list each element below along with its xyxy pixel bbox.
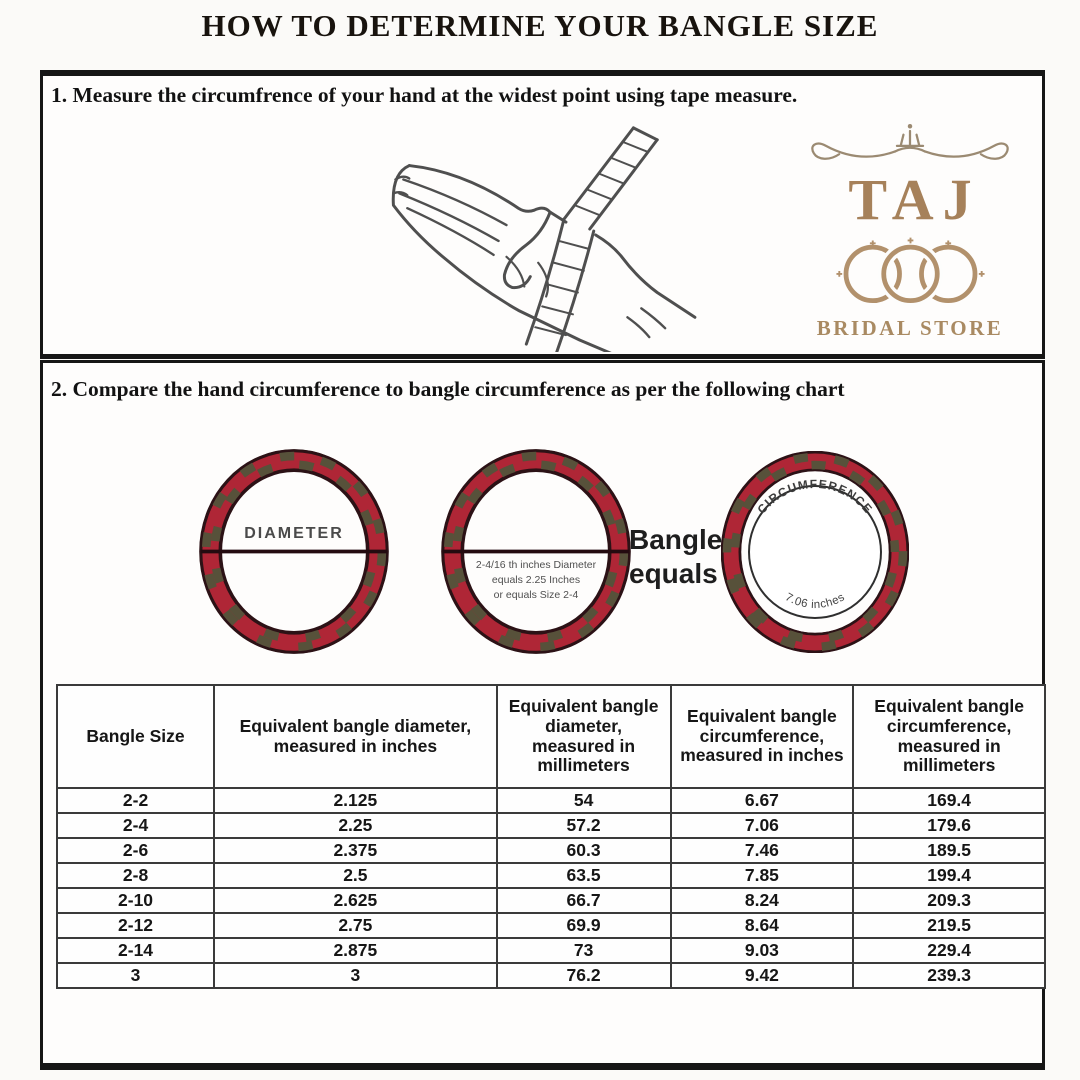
tape-measure-band	[524, 217, 596, 352]
step2-text: 2. Compare the hand circumference to ban…	[51, 377, 845, 401]
bangle-example-note: 2-4/16 th inches Diameter equals 2.25 In…	[475, 559, 597, 602]
bangle-ring-graphic: CIRCUMFERENCE 7.06 inches	[721, 451, 909, 653]
table-row: 2-8 2.5 63.5 7.85 199.4	[55, 862, 1046, 889]
table-cell: 2-12	[55, 912, 216, 939]
table-row: 3 3 76.2 9.42 239.3	[55, 962, 1046, 989]
bangle-ring-graphic	[441, 449, 631, 654]
table-cell: 2.375	[213, 837, 498, 864]
step1-section: 1. Measure the circumfrence of your hand…	[40, 70, 1045, 359]
table-header-row: Bangle Size Equivalent bangle diameter, …	[55, 684, 1046, 789]
bangle-circumference-diagram: CIRCUMFERENCE 7.06 inches	[721, 451, 909, 653]
table-cell: 2-8	[55, 862, 216, 889]
table-cell: 2-6	[55, 837, 216, 864]
table-cell: 209.3	[852, 887, 1046, 914]
table-cell: 2-10	[55, 887, 216, 914]
table-row: 2-14 2.875 73 9.03 229.4	[55, 937, 1046, 964]
table-cell: 57.2	[495, 812, 672, 839]
bangle-diameter-diagram: DIAMETER	[199, 445, 389, 659]
logo-rings-icon	[835, 237, 985, 307]
column-header: Equivalent bangle diameter, measured in …	[495, 684, 672, 789]
step1-text: 1. Measure the circumfrence of your hand…	[51, 83, 798, 107]
brand-name: TAJ	[848, 167, 981, 232]
table-cell: 8.64	[669, 912, 855, 939]
table-row: 2-12 2.75 69.9 8.64 219.5	[55, 912, 1046, 939]
table-cell: 66.7	[495, 887, 672, 914]
table-row: 2-6 2.375 60.3 7.46 189.5	[55, 837, 1046, 864]
table-row: 2-2 2.125 54 6.67 169.4	[55, 787, 1046, 814]
tape-measure-tail	[562, 126, 659, 231]
table-cell: 2.625	[213, 887, 498, 914]
column-header: Equivalent bangle circumference, measure…	[852, 684, 1046, 789]
table-cell: 2-14	[55, 937, 216, 964]
table-cell: 2-2	[55, 787, 216, 814]
table-cell: 2-4	[55, 812, 216, 839]
table-cell: 179.6	[852, 812, 1046, 839]
table-cell: 76.2	[495, 962, 672, 989]
table-cell: 229.4	[852, 937, 1046, 964]
table-cell: 189.5	[852, 837, 1046, 864]
table-cell: 2.75	[213, 912, 498, 939]
table-row: 2-4 2.25 57.2 7.06 179.6	[55, 812, 1046, 839]
table-cell: 219.5	[852, 912, 1046, 939]
column-header: Bangle Size	[55, 684, 216, 789]
table-cell: 2.5	[213, 862, 498, 889]
table-cell: 2.25	[213, 812, 498, 839]
table-cell: 9.42	[669, 962, 855, 989]
brand-logo: TAJ BRIDAL STORE	[784, 116, 1036, 341]
table-cell: 239.3	[852, 962, 1046, 989]
table-cell: 2.875	[213, 937, 498, 964]
brand-subtitle: BRIDAL STORE	[816, 316, 1004, 341]
table-cell: 7.85	[669, 862, 855, 889]
bangle-example-diagram: 2-4/16 th inches Diameter equals 2.25 In…	[441, 445, 631, 659]
column-header: Equivalent bangle diameter, measured in …	[213, 684, 498, 789]
bangle-equals-label: Bangle equals	[629, 524, 723, 589]
hand-outline	[407, 164, 568, 224]
bangle-ring-graphic	[199, 449, 389, 654]
column-header: Equivalent bangle circumference, measure…	[669, 684, 855, 789]
logo-flourish-icon	[811, 124, 1009, 160]
diameter-label: DIAMETER	[244, 525, 344, 542]
inner-circumference-circle	[748, 485, 882, 619]
step2-section: 2. Compare the hand circumference to ban…	[40, 360, 1046, 1070]
table-cell: 2.125	[213, 787, 498, 814]
table-cell: 3	[213, 962, 498, 989]
table-cell: 169.4	[852, 787, 1046, 814]
table-cell: 9.03	[669, 937, 855, 964]
table-cell: 60.3	[495, 837, 672, 864]
table-cell: 8.24	[669, 887, 855, 914]
page-title: HOW TO DETERMINE YOUR BANGLE SIZE	[201, 8, 879, 43]
table-cell: 69.9	[495, 912, 672, 939]
table-cell: 7.46	[669, 837, 855, 864]
table-cell: 63.5	[495, 862, 672, 889]
hand-tape-measure-illustration	[391, 126, 697, 352]
table-cell: 199.4	[852, 862, 1046, 889]
table-cell: 54	[495, 787, 672, 814]
table-cell: 6.67	[669, 787, 855, 814]
bangle-size-table: Bangle Size Equivalent bangle diameter, …	[55, 684, 1046, 989]
table-cell: 7.06	[669, 812, 855, 839]
table-cell: 3	[55, 962, 216, 989]
table-cell: 73	[495, 937, 672, 964]
table-row: 2-10 2.625 66.7 8.24 209.3	[55, 887, 1046, 914]
